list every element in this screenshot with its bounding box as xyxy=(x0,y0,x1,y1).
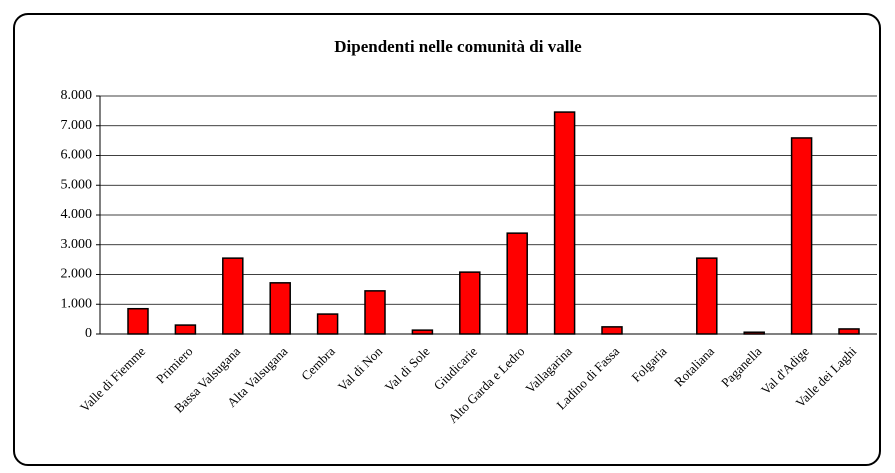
bar xyxy=(601,326,623,335)
bar xyxy=(316,313,339,335)
bar xyxy=(790,137,813,335)
bar xyxy=(459,271,481,335)
bar xyxy=(127,307,149,335)
y-tick-label: 3.000 xyxy=(61,237,93,252)
bar xyxy=(269,282,291,335)
y-tick-label: 6.000 xyxy=(61,148,93,163)
y-tick-label: 5.000 xyxy=(61,177,93,192)
y-tick-label: 8.000 xyxy=(61,88,93,103)
chart-frame xyxy=(13,13,881,466)
bar xyxy=(411,329,434,335)
bar xyxy=(174,324,197,335)
y-tick-label: 1.000 xyxy=(61,296,93,311)
chart-title: Dipendenti nelle comunità di valle xyxy=(334,37,582,56)
y-tick-label: 2.000 xyxy=(61,267,93,282)
y-tick-label: 7.000 xyxy=(61,118,93,133)
bar xyxy=(838,328,860,335)
bar xyxy=(696,257,718,335)
y-tick-label: 0 xyxy=(85,326,92,341)
y-tick-label: 4.000 xyxy=(61,207,93,222)
bar xyxy=(222,257,244,335)
bar xyxy=(364,290,386,335)
bar xyxy=(553,111,576,335)
bar xyxy=(506,232,528,335)
